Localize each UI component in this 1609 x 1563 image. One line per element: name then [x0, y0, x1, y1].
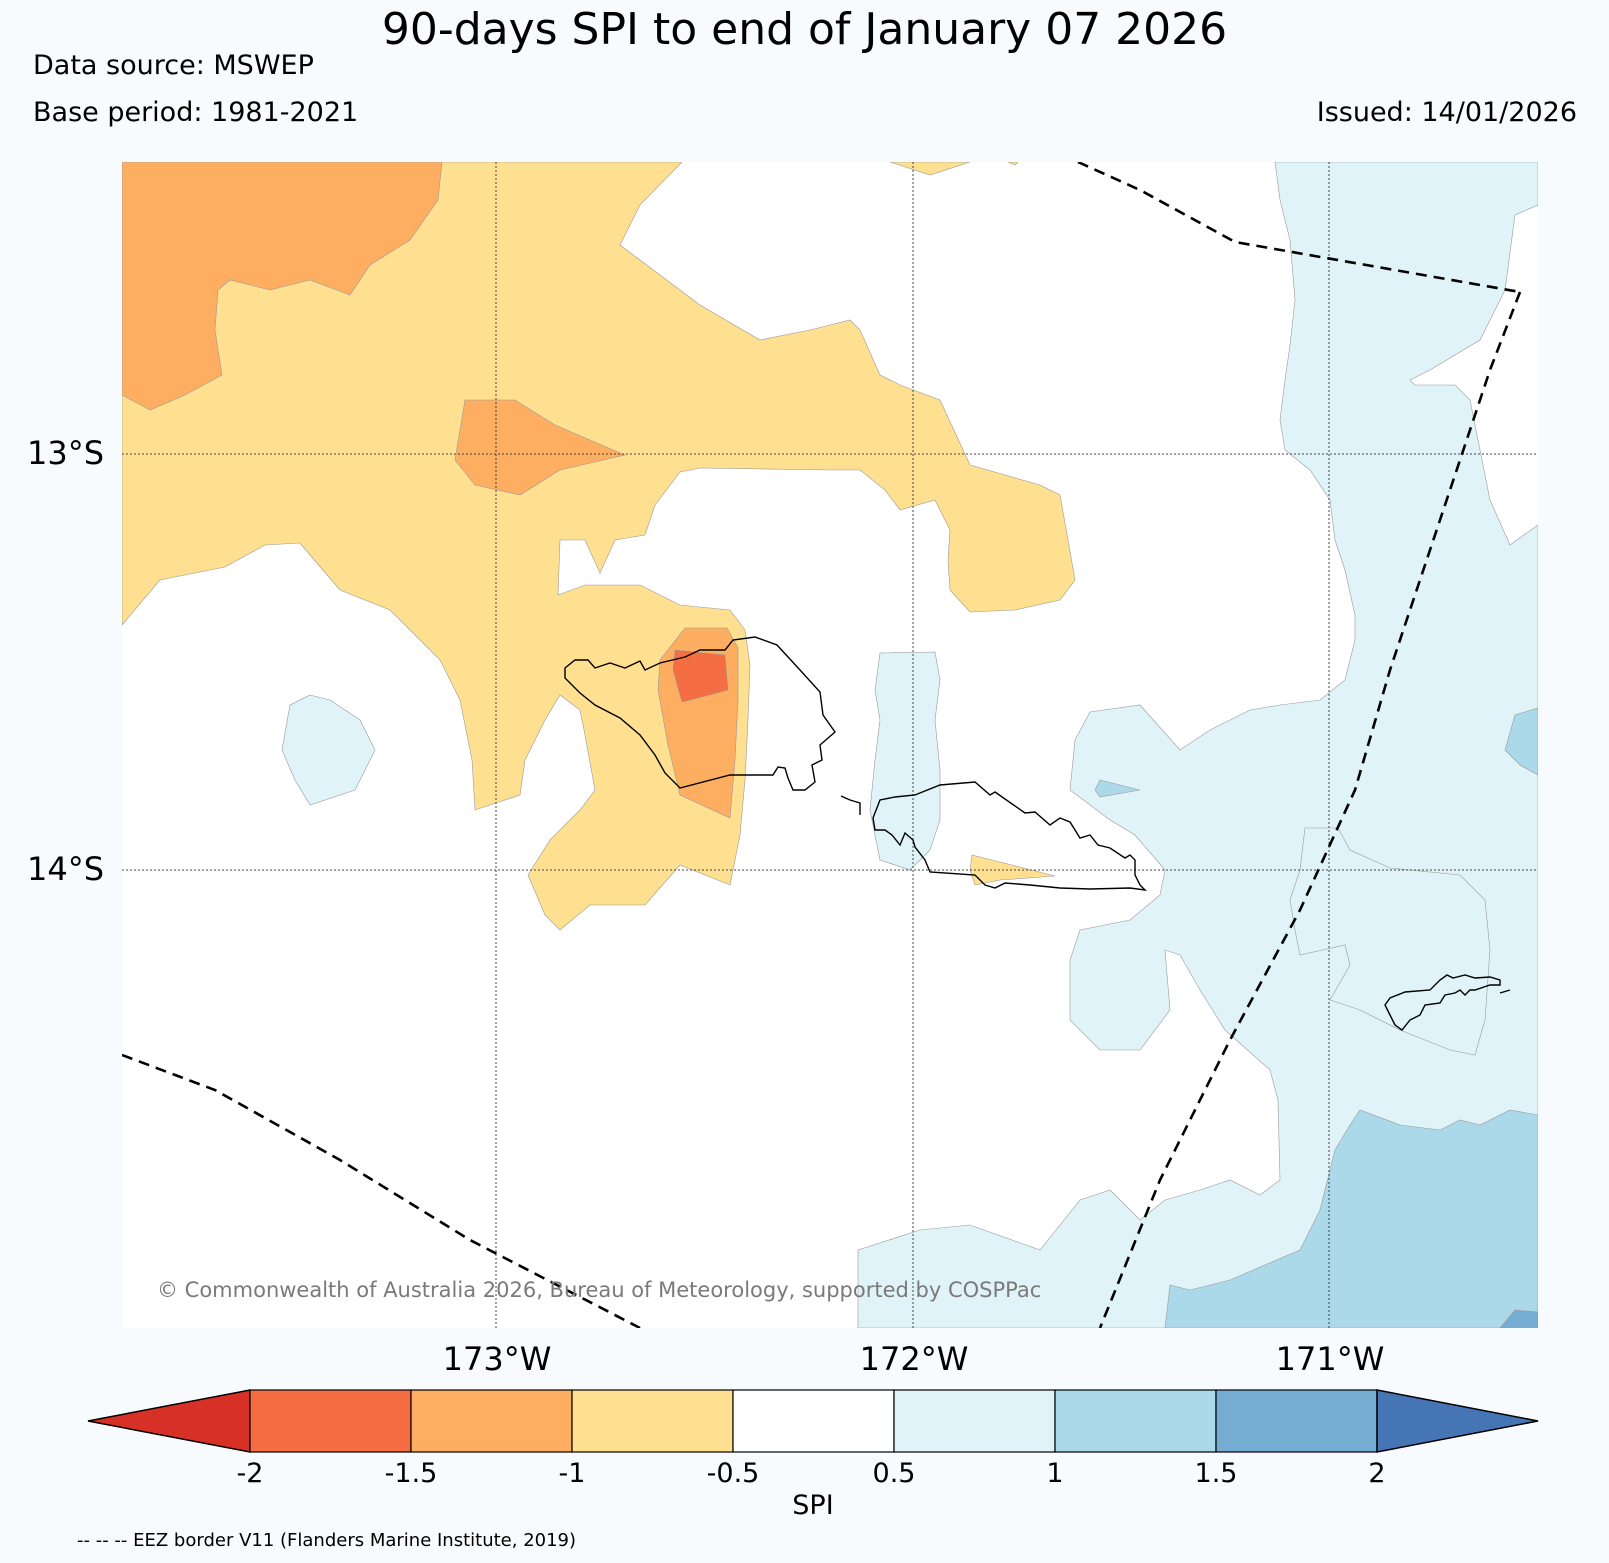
- coastlines: [564, 636, 1511, 1031]
- colorbar-tick: -0.5: [706, 1458, 760, 1489]
- spi-contour-wetter-east: [1504, 707, 1538, 776]
- colorbar-tick: -1.5: [384, 1458, 438, 1489]
- eez-border-east: [1098, 291, 1522, 1328]
- issued-date: Issued: 14/01/2026: [1316, 97, 1577, 128]
- spi-contour-dry-northwest: [122, 162, 1076, 931]
- spi-contour-wet-west: [281, 694, 376, 806]
- lon-label-173w: 173°W: [442, 1340, 552, 1378]
- savaii-coastline: [564, 636, 836, 791]
- colorbar-tick: 1: [1046, 1458, 1064, 1489]
- map-gridlines: [122, 162, 1538, 1328]
- colorbar-label: SPI: [792, 1490, 834, 1521]
- colorbar-tick: 1.5: [1194, 1458, 1238, 1489]
- lon-label-171w: 171°W: [1275, 1340, 1385, 1378]
- eez-borders: [122, 162, 1522, 1328]
- eez-footnote: -- -- -- EEZ border V11 (Flanders Marine…: [77, 1530, 577, 1551]
- spi-contour-drier-center: [454, 399, 626, 496]
- spi-contour-wet-center: [869, 651, 941, 871]
- colorbar-tick: 0.5: [872, 1458, 916, 1489]
- spi-contour-wetter-southeast: [1164, 1109, 1538, 1328]
- spi-contour-wetter-small: [1094, 779, 1141, 798]
- eez-border-southwest: [122, 1053, 641, 1328]
- copyright-notice: © Commonwealth of Australia 2026, Bureau…: [157, 1278, 1042, 1302]
- lat-label-14s: 14°S: [27, 850, 105, 888]
- spi-contour-wettest-corner: [1499, 1309, 1538, 1328]
- colorbar-tick: 2: [1368, 1458, 1386, 1489]
- apolima-coastline: [840, 795, 861, 815]
- base-period: Base period: 1981-2021: [33, 97, 359, 128]
- spi-contour-drier-northwest: [122, 162, 443, 411]
- lat-label-13s: 13°S: [27, 434, 105, 472]
- lon-label-172w: 172°W: [859, 1340, 969, 1378]
- colorbar-tick: -2: [236, 1458, 264, 1489]
- map-title: 90-days SPI to end of January 07 2026: [381, 4, 1228, 55]
- data-source: Data source: MSWEP: [33, 50, 314, 81]
- aunuu-coastline: [1499, 989, 1511, 994]
- spi-contour-driest-island: [672, 649, 729, 703]
- upolu-coastline: [872, 781, 1147, 891]
- colorbar-tick: -1: [558, 1458, 586, 1489]
- tutuila-coastline: [1384, 974, 1501, 1031]
